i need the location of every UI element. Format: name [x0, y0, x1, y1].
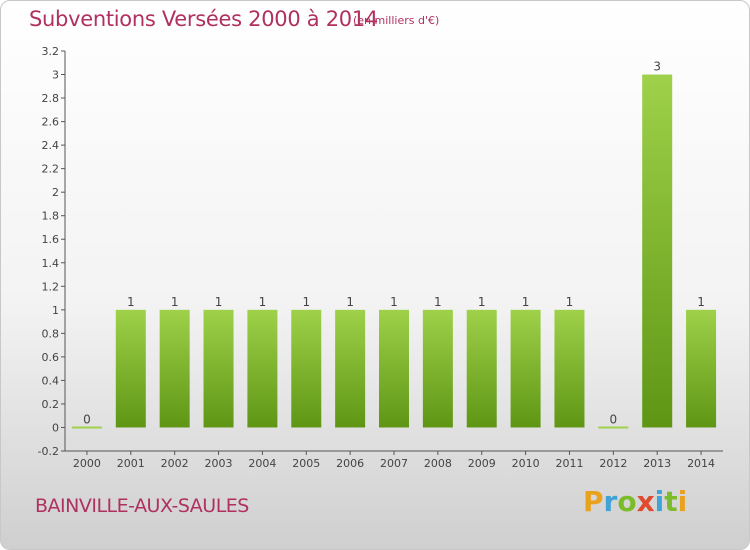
y-tick-label: 3 — [52, 69, 59, 82]
x-tick-label: 2010 — [512, 457, 540, 470]
logo-letter: i — [677, 485, 688, 518]
x-tick-label: 2013 — [643, 457, 671, 470]
x-tick-label: 2014 — [687, 457, 715, 470]
bar-2005 — [291, 309, 322, 428]
y-tick-label: 1.8 — [42, 210, 60, 223]
axes: -0.2 0 0.2 0.4 0.6 0.8 1 1.2 1.4 1.6 1.8 2 2.2 2.4 2.6… — [38, 45, 723, 470]
logo-letter: o — [617, 485, 637, 518]
data-label: 3 — [653, 60, 661, 74]
y-tick-label: 2.2 — [42, 163, 60, 176]
y-tick-label: 1.4 — [42, 257, 60, 270]
data-label: 1 — [390, 295, 398, 309]
data-label: 1 — [434, 295, 442, 309]
y-tick-label: 0.6 — [42, 351, 60, 364]
data-label: 1 — [478, 295, 486, 309]
data-label: 1 — [697, 295, 705, 309]
data-label: 1 — [566, 295, 574, 309]
bar-2002 — [159, 309, 190, 428]
commune-name: BAINVILLE-AUX-SAULES — [35, 495, 249, 517]
bar-2008 — [422, 309, 453, 428]
x-tick-label: 2005 — [292, 457, 320, 470]
y-tick-label: 1.6 — [42, 233, 60, 246]
logo-letter: x — [636, 485, 655, 518]
y-tick-label: -0.2 — [38, 445, 59, 458]
logo-letter: r — [603, 485, 618, 518]
bar-2013 — [642, 74, 673, 428]
y-tick-label: 0.4 — [42, 374, 60, 387]
data-label: 1 — [127, 295, 135, 309]
x-tick-label: 2011 — [555, 457, 583, 470]
x-tick-label: 2012 — [599, 457, 627, 470]
logo-letter: i — [654, 485, 665, 518]
bars — [71, 74, 717, 429]
y-tick-label: 0.2 — [42, 398, 60, 411]
data-label: 1 — [171, 295, 179, 309]
bar-2009 — [466, 309, 497, 428]
data-label: 1 — [302, 295, 310, 309]
logo-letter: t — [664, 485, 678, 518]
data-label: 0 — [83, 412, 91, 426]
bar-2014 — [686, 309, 717, 428]
data-label: 1 — [522, 295, 530, 309]
x-tick-label: 2003 — [205, 457, 233, 470]
logo-letter: P — [583, 485, 604, 518]
x-tick-label: 2007 — [380, 457, 408, 470]
bar-2004 — [247, 309, 278, 428]
y-tick-label: 0 — [52, 421, 59, 434]
x-tick-label: 2006 — [336, 457, 364, 470]
bar-2007 — [379, 309, 409, 428]
proxiti-logo: Proxiti — [583, 485, 687, 518]
data-label: 1 — [215, 295, 223, 309]
bar-2003 — [203, 309, 234, 428]
y-tick-label: 3.2 — [42, 45, 60, 58]
unit-note: (en milliers d'€) — [353, 14, 440, 27]
y-tick-label: 2.6 — [42, 116, 60, 129]
y-tick-label: 0.8 — [42, 327, 60, 340]
chart-title: Subventions Versées 2000 à 2014 — [29, 7, 378, 31]
x-tick-label: 2008 — [424, 457, 452, 470]
x-tick-label: 2001 — [117, 457, 145, 470]
y-tick-label: 1.2 — [42, 280, 60, 293]
y-tick-label: 2 — [52, 186, 59, 199]
data-label: 1 — [346, 295, 354, 309]
y-tick-label: 1 — [52, 304, 59, 317]
y-tick-label: 2.8 — [42, 92, 60, 105]
data-label: 1 — [259, 295, 267, 309]
bar-2010 — [510, 309, 541, 428]
bar-2011 — [554, 309, 585, 428]
data-label: 0 — [610, 412, 618, 426]
y-tick-label: 2.4 — [42, 139, 60, 152]
x-tick-label: 2009 — [468, 457, 496, 470]
x-tick-label: 2002 — [161, 457, 189, 470]
x-tick-label: 2004 — [248, 457, 276, 470]
data-labels: 0 1 1 1 1 1 1 1 1 1 1 1 0 3 1 — [83, 60, 705, 427]
bar-2006 — [335, 309, 366, 428]
x-tick-label: 2000 — [73, 457, 101, 470]
bar-2001 — [115, 309, 146, 428]
